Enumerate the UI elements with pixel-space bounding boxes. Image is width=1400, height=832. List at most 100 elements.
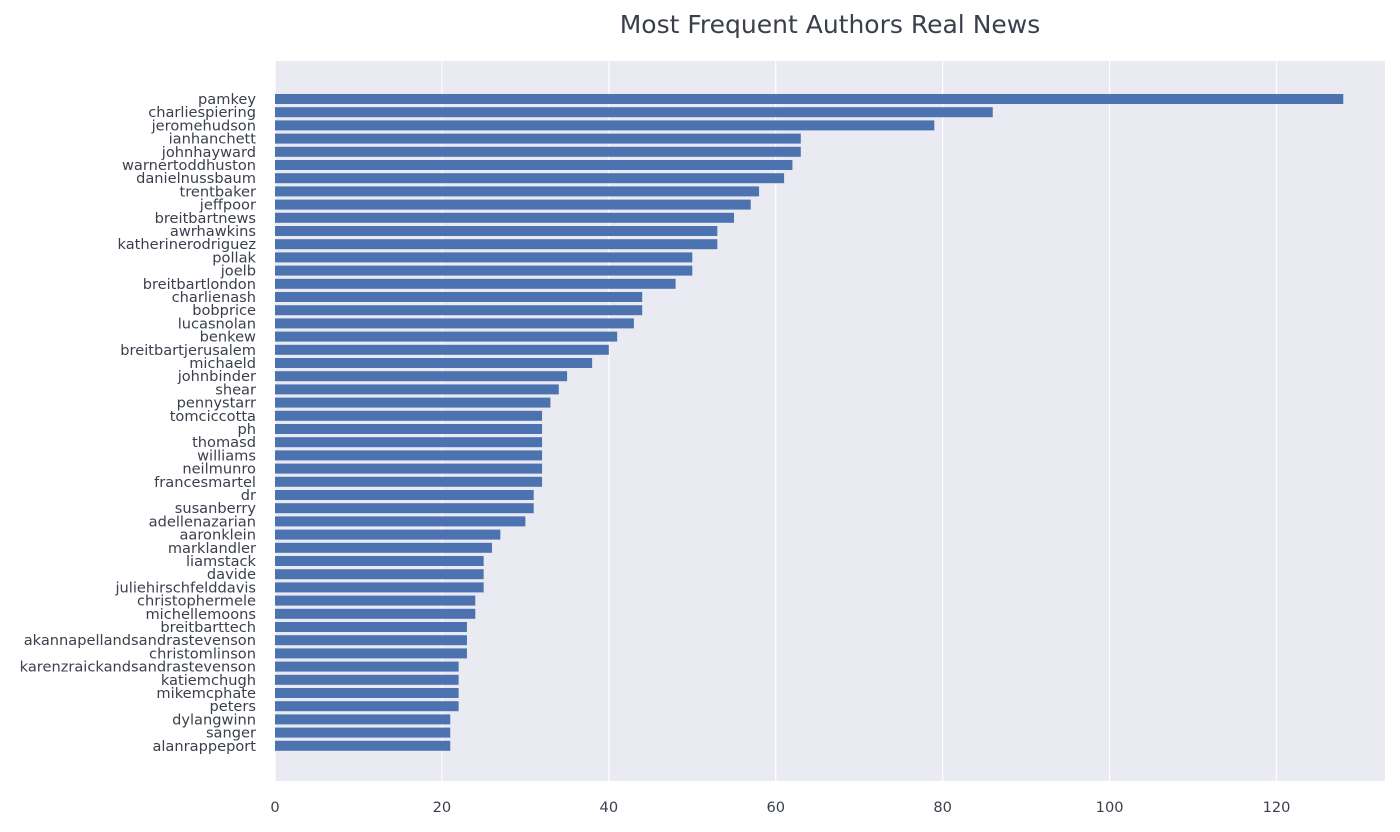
y-tick-label: johnhayward	[161, 144, 256, 161]
y-tick-label: christophermele	[137, 593, 256, 610]
bar	[275, 199, 751, 210]
y-tick-label: adellenazarian	[149, 513, 256, 530]
bar	[275, 252, 693, 263]
chart-title: Most Frequent Authors Real News	[620, 10, 1041, 39]
bars	[275, 94, 1344, 751]
y-tick-label: pennystarr	[177, 395, 256, 412]
bar	[275, 212, 735, 223]
x-tick-labels: 0 20 40 60 80 100 120	[270, 799, 1290, 816]
bar	[275, 226, 718, 236]
y-tick-label: susanberry	[175, 500, 257, 517]
bar	[275, 622, 467, 632]
y-tick-label: francesmartel	[154, 474, 256, 491]
y-tick-label: benkew	[200, 329, 256, 346]
bar	[275, 688, 459, 698]
y-tick-label: aaronklein	[179, 527, 256, 544]
y-tick-label: michaeld	[189, 355, 256, 372]
y-tick-label: akannapellandsandrastevenson	[24, 632, 256, 649]
y-tick-label: warnertoddhuston	[122, 157, 256, 174]
y-tick-labels: pamkeycharliespieringjeromehudsonianhanc…	[20, 91, 257, 755]
bar	[275, 661, 459, 672]
bar	[275, 160, 793, 170]
y-tick-label: shear	[215, 381, 256, 398]
y-tick-label: jeromehudson	[151, 117, 256, 134]
bar	[275, 450, 543, 461]
x-tick-label: 20	[433, 799, 452, 816]
y-tick-label: lucasnolan	[178, 315, 256, 332]
y-tick-label: pamkey	[198, 91, 256, 108]
bar	[275, 292, 643, 302]
x-tick-label: 100	[1096, 799, 1124, 816]
y-tick-label: williams	[197, 447, 256, 464]
bar	[275, 714, 451, 725]
bar	[275, 120, 935, 131]
bar	[275, 463, 543, 474]
bar	[275, 529, 501, 540]
y-tick-label: dr	[241, 487, 256, 504]
bar	[275, 133, 801, 144]
y-tick-label: johnbinder	[177, 368, 256, 385]
bar	[275, 556, 484, 566]
bar	[275, 516, 526, 527]
bar	[275, 278, 676, 289]
y-tick-label: danielnussbaum	[136, 170, 256, 187]
y-tick-label: ph	[237, 421, 256, 438]
y-tick-label: marklandler	[168, 540, 256, 557]
bar	[275, 107, 993, 118]
bar	[275, 358, 593, 368]
y-tick-label: peters	[209, 698, 256, 715]
bar	[275, 424, 543, 434]
bar	[275, 318, 634, 329]
bar	[275, 371, 568, 382]
y-tick-label: christomlinson	[149, 645, 256, 662]
bar	[275, 437, 543, 448]
x-tick-label: 0	[270, 799, 279, 816]
y-tick-label: katherinerodriguez	[118, 236, 257, 253]
y-tick-label: charliespiering	[148, 104, 256, 121]
bar	[275, 608, 476, 619]
bar	[275, 265, 693, 276]
y-tick-label: alanrappeport	[152, 738, 256, 755]
y-tick-label: awrhawkins	[170, 223, 256, 240]
bar	[275, 490, 534, 500]
bar	[275, 648, 467, 659]
bar	[275, 146, 801, 157]
y-tick-label: pollak	[212, 249, 256, 266]
y-tick-label: bobprice	[192, 302, 256, 319]
y-tick-label: neilmunro	[182, 461, 256, 478]
bar	[275, 476, 543, 487]
y-tick-label: sanger	[206, 725, 256, 742]
y-tick-label: tomciccotta	[170, 408, 256, 425]
x-tick-label: 40	[600, 799, 619, 816]
bar	[275, 397, 551, 408]
y-tick-label: breitbartlondon	[143, 276, 256, 293]
bar	[275, 503, 534, 514]
bar	[275, 569, 484, 580]
bar	[275, 701, 459, 712]
y-tick-label: dylangwinn	[172, 711, 256, 728]
bar	[275, 740, 451, 751]
y-tick-label: katiemchugh	[161, 672, 256, 689]
y-tick-label: jeffpoor	[199, 197, 256, 214]
y-tick-label: joelb	[220, 263, 256, 280]
bar	[275, 582, 484, 593]
bar	[275, 344, 609, 355]
y-tick-label: thomasd	[192, 434, 256, 451]
bar	[275, 305, 643, 316]
bar	[275, 727, 451, 738]
y-tick-label: breitbartjerusalem	[120, 342, 256, 359]
y-tick-label: karenzraickandsandrastevenson	[20, 659, 256, 676]
y-tick-label: michellemoons	[145, 606, 256, 623]
bar	[275, 674, 459, 685]
y-tick-label: juliehirschfelddavis	[114, 579, 256, 596]
y-tick-label: ianhanchett	[169, 131, 257, 148]
bar	[275, 94, 1344, 104]
bar	[275, 542, 492, 553]
y-tick-label: liamstack	[186, 553, 257, 570]
x-tick-label: 60	[766, 799, 785, 816]
y-tick-label: mikemcphate	[156, 685, 256, 702]
y-tick-label: breitbarttech	[160, 619, 256, 636]
bar	[275, 384, 559, 395]
